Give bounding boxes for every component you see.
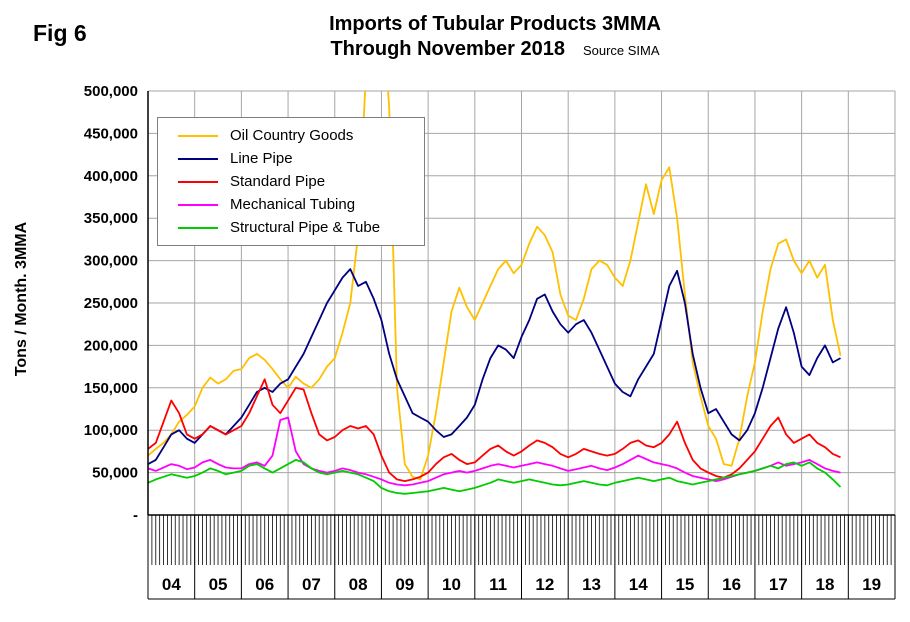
legend: Oil Country Goods Line Pipe Standard Pipe M… <box>157 117 425 246</box>
legend-label: Line Pipe <box>230 150 293 167</box>
legend-line-swatch <box>178 203 218 206</box>
x-year-label: 05 <box>209 575 228 594</box>
x-year-label: 13 <box>582 575 601 594</box>
x-year-label: 08 <box>349 575 368 594</box>
series-line-mechanical-tubing <box>148 416 841 487</box>
legend-line-swatch <box>178 226 218 229</box>
x-year-label: 09 <box>395 575 414 594</box>
legend-item: Line Pipe <box>158 147 424 170</box>
legend-line-swatch <box>178 134 218 137</box>
y-tick-label: 450,000 <box>84 125 138 142</box>
legend-label: Structural Pipe & Tube <box>230 219 381 236</box>
chart-title-line1: Imports of Tubular Products 3MMA <box>329 13 661 35</box>
x-year-label: 12 <box>535 575 554 594</box>
x-year-label: 07 <box>302 575 321 594</box>
x-year-label: 14 <box>629 575 648 594</box>
y-tick-label: 300,000 <box>84 253 138 270</box>
legend-item: Standard Pipe <box>158 170 424 193</box>
chart-title-block: Imports of Tubular Products 3MMA Through… <box>100 12 890 62</box>
legend-label: Oil Country Goods <box>230 127 354 144</box>
series-line-oil-country-goods <box>148 91 842 481</box>
legend-item: Structural Pipe & Tube <box>158 216 424 239</box>
x-year-label: 19 <box>862 575 881 594</box>
chart-title-line2-text: Through November 2018 <box>330 38 565 60</box>
y-tick-label: 100,000 <box>84 422 138 439</box>
x-year-label: 06 <box>255 575 274 594</box>
y-tick-label: - <box>133 507 138 524</box>
chart-canvas: - 50,000 100,000 150,000 200,000 250,000 300,0… <box>84 83 896 600</box>
series-line-structural-pipe-tube <box>148 458 842 495</box>
x-year-label: 15 <box>675 575 694 594</box>
x-year-label: 10 <box>442 575 461 594</box>
y-tick-label: 200,000 <box>84 337 138 354</box>
chart-title-line2: Through November 2018 Source SIMA <box>100 37 890 62</box>
y-axis-tick-labels: - 50,000 100,000 150,000 200,000 250,000 300,0… <box>84 83 138 524</box>
figure-label: Fig 6 <box>33 20 87 46</box>
y-tick-label: 350,000 <box>84 210 138 227</box>
x-year-label: 16 <box>722 575 741 594</box>
legend-line-swatch <box>178 157 218 160</box>
x-year-label: 17 <box>769 575 788 594</box>
year-cells <box>147 515 896 600</box>
legend-item: Mechanical Tubing <box>158 193 424 216</box>
y-tick-label: 400,000 <box>84 168 138 185</box>
x-year-label: 11 <box>489 575 507 594</box>
legend-line-swatch <box>178 180 218 183</box>
legend-label: Standard Pipe <box>230 173 326 190</box>
series-line-line-pipe <box>148 268 841 465</box>
x-axis-year-labels: 04 05 06 07 08 09 10 11 12 13 14 15 16 17 18 19 <box>162 575 881 594</box>
y-tick-label: 50,000 <box>92 465 138 482</box>
y-tick-label: 250,000 <box>84 295 138 312</box>
x-year-label: 18 <box>816 575 835 594</box>
series-lines <box>148 91 842 495</box>
x-year-label: 04 <box>162 575 181 594</box>
y-tick-label: 150,000 <box>84 380 138 397</box>
legend-item: Oil Country Goods <box>158 124 424 147</box>
legend-label: Mechanical Tubing <box>230 196 356 213</box>
source-label: Source SIMA <box>582 43 660 58</box>
y-tick-label: 500,000 <box>84 83 138 100</box>
